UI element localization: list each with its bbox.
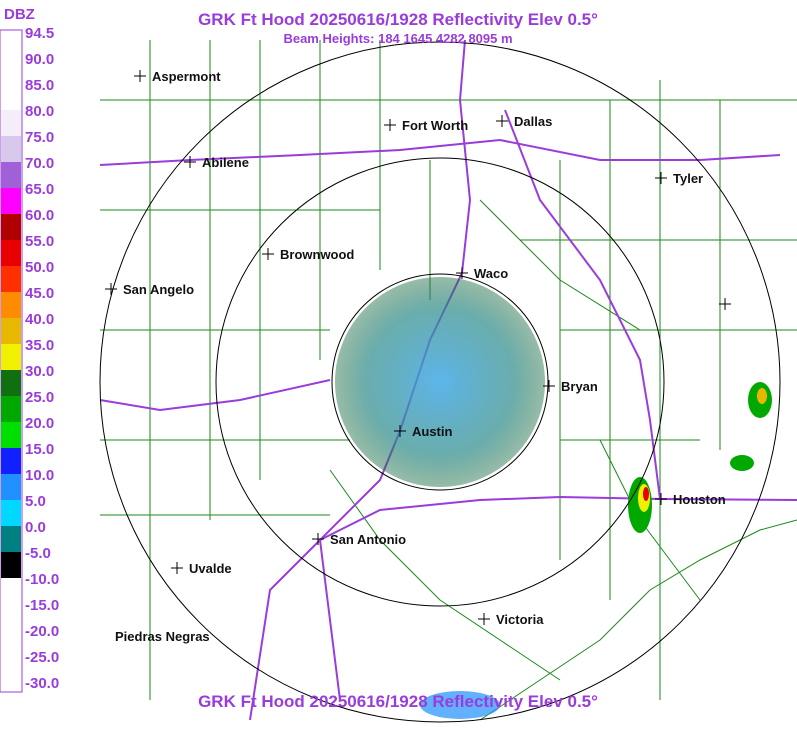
scale-label: -15.0	[25, 597, 59, 614]
scale-label: 90.0	[25, 51, 54, 68]
scale-label: 80.0	[25, 103, 54, 120]
scale-swatch	[1, 396, 21, 422]
scale-label: -20.0	[25, 623, 59, 640]
coastline	[479, 519, 797, 721]
city-marker	[543, 380, 555, 392]
scale-label: 30.0	[25, 363, 54, 380]
city-marker	[105, 283, 117, 295]
scale-unit: DBZ	[4, 6, 35, 23]
scale-label: 40.0	[25, 311, 54, 328]
scale-label: -25.0	[25, 649, 59, 666]
scale-swatch	[1, 110, 21, 136]
scale-label: 70.0	[25, 155, 54, 172]
scale-swatch	[1, 526, 21, 552]
scale-label: 25.0	[25, 389, 54, 406]
scale-swatch	[1, 240, 21, 266]
city-marker	[184, 156, 196, 168]
title: GRK Ft Hood 20250616/1928 Reflectivity E…	[198, 10, 598, 29]
scale-swatch	[1, 448, 21, 474]
city-label: Uvalde	[189, 561, 232, 576]
scale-swatch	[1, 136, 21, 162]
range-rings	[99, 41, 781, 723]
city-label: Dallas	[514, 114, 552, 129]
scale-swatch	[1, 370, 21, 396]
city-label: Tyler	[673, 171, 703, 186]
scale-swatch	[1, 292, 21, 318]
city-marker	[655, 172, 667, 184]
scale-label: 75.0	[25, 129, 54, 146]
markers	[719, 298, 731, 310]
scale-label: 20.0	[25, 415, 54, 432]
subtitle: Beam Heights: 184 1645 4282 8095 m	[283, 31, 512, 46]
color-scale: 94.5 90.0 85.0 80.0 75.0 70.0 65.0 60.0 55.0 50.0…	[1, 25, 59, 692]
city-label: San Antonio	[330, 532, 406, 547]
city-marker	[171, 562, 183, 574]
scale-swatch	[1, 58, 21, 84]
scale-swatch	[1, 552, 21, 578]
city-label: San Angelo	[123, 282, 194, 297]
scale-label: 85.0	[25, 77, 54, 94]
scale-label: 5.0	[25, 493, 46, 510]
city-label: Austin	[412, 424, 453, 439]
city-label: Piedras Negras	[115, 629, 210, 644]
scale-swatch	[1, 630, 21, 656]
city-marker	[456, 267, 468, 279]
scale-swatch	[1, 422, 21, 448]
scale-swatch	[1, 604, 21, 630]
scale-label: 0.0	[25, 519, 46, 536]
city-label: Bryan	[561, 379, 598, 394]
city-marker	[384, 119, 396, 131]
city-marker	[496, 115, 508, 127]
city-label: Victoria	[496, 612, 544, 627]
scale-swatch	[1, 84, 21, 110]
scale-label: -10.0	[25, 571, 59, 588]
scale-swatch	[1, 500, 21, 526]
city-label: Houston	[673, 492, 726, 507]
scale-swatch	[1, 578, 21, 604]
scale-swatch	[1, 188, 21, 214]
scale-swatch	[1, 344, 21, 370]
scale-label: 65.0	[25, 181, 54, 198]
scale-swatch	[1, 266, 21, 292]
storm-cells	[420, 382, 772, 719]
scale-label: 60.0	[25, 207, 54, 224]
city-marker	[312, 533, 324, 545]
scale-swatch	[1, 32, 21, 58]
scale-label: 10.0	[25, 467, 54, 484]
city-marker	[134, 70, 146, 82]
scale-label: -30.0	[25, 675, 59, 692]
scale-label: 94.5	[25, 25, 54, 42]
city-label: Brownwood	[280, 247, 354, 262]
city-marker	[478, 613, 490, 625]
scale-label: -5.0	[25, 545, 51, 562]
scale-label: 50.0	[25, 259, 54, 276]
city-label: Waco	[474, 266, 508, 281]
scale-swatch	[1, 162, 21, 188]
scale-label: 55.0	[25, 233, 54, 250]
city-label: Aspermont	[152, 69, 221, 84]
city-markers: Aspermont Fort Worth Dallas Abilene Tyler Bro…	[105, 69, 726, 644]
scale-swatch	[1, 214, 21, 240]
scale-swatch	[1, 474, 21, 500]
city-label: Abilene	[202, 155, 249, 170]
city-marker	[655, 493, 667, 505]
scale-label: 45.0	[25, 285, 54, 302]
scale-swatch	[1, 656, 21, 682]
scale-label: 35.0	[25, 337, 54, 354]
echo-area	[335, 277, 545, 487]
footer-title: GRK Ft Hood 20250616/1928 Reflectivity E…	[198, 692, 598, 711]
city-marker	[394, 425, 406, 437]
city-label: Fort Worth	[402, 118, 468, 133]
city-marker	[262, 248, 274, 260]
scale-label: 15.0	[25, 441, 54, 458]
scale-swatch	[1, 318, 21, 344]
county-lines	[100, 40, 797, 700]
